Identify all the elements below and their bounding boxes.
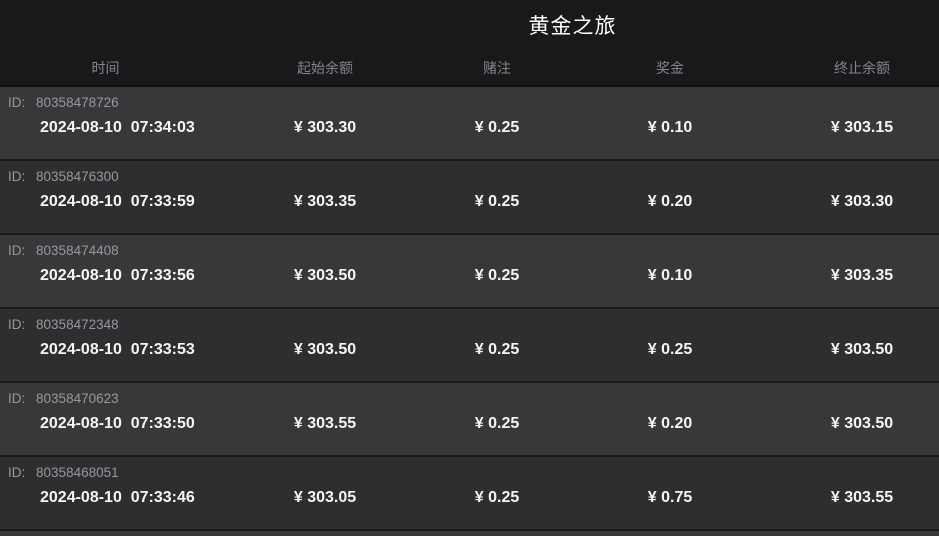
row-id-value: 80358478726 (36, 95, 119, 110)
row-win: ¥ 0.20 (647, 193, 693, 210)
row-time: 2024-08-10 07:33:56 (40, 267, 195, 284)
row-values: 2024-08-10 07:34:03 ¥ 303.30 ¥ 0.25 ¥ 0.… (0, 117, 939, 139)
row-start-balance: ¥ 303.50 (293, 267, 357, 284)
row-id-label: ID: (8, 317, 26, 332)
row-start-balance: ¥ 303.35 (293, 193, 357, 210)
row-start-balance: ¥ 303.55 (293, 415, 357, 432)
row-time: 2024-08-10 07:34:03 (40, 119, 195, 136)
row-values: 2024-08-10 07:33:56 ¥ 303.50 ¥ 0.25 ¥ 0.… (0, 265, 939, 287)
row-id-line: ID: 80358468051 (0, 457, 939, 481)
row-id-label: ID: (8, 465, 26, 480)
row-end-balance: ¥ 303.35 (830, 267, 894, 284)
row-end-balance: ¥ 303.30 (830, 193, 894, 210)
row-id-label: ID: (8, 169, 26, 184)
row-win: ¥ 0.10 (647, 267, 693, 284)
row-id-line: ID: 80358470623 (0, 383, 939, 407)
row-time: 2024-08-10 07:33:46 (40, 489, 195, 506)
row-time: 2024-08-10 07:33:53 (40, 341, 195, 358)
row-bet: ¥ 0.25 (474, 415, 520, 432)
page-title: 黄金之旅 (528, 15, 617, 38)
row-bet: ¥ 0.25 (474, 341, 520, 358)
column-header-win: 奖金 (656, 59, 684, 76)
column-header-start-balance: 起始余额 (297, 59, 353, 76)
row-win: ¥ 0.20 (647, 415, 693, 432)
row-id-value: 80358468051 (36, 465, 119, 480)
row-start-balance: ¥ 303.50 (293, 341, 357, 358)
table-header: 时间 起始余额 赌注 奖金 终止余额 (0, 50, 939, 85)
table-row: ID: 80358478726 2024-08-10 07:34:03 ¥ 30… (0, 85, 939, 159)
row-start-balance: ¥ 303.30 (293, 119, 357, 136)
row-start-balance: ¥ 303.05 (293, 489, 357, 506)
row-id-line: ID: 80358478726 (0, 87, 939, 111)
panel-header: 黄金之旅 时间 起始余额 赌注 奖金 终止余额 (0, 0, 939, 85)
column-header-bet: 赌注 (483, 59, 511, 76)
row-id-label: ID: (8, 243, 26, 258)
title-bar: 黄金之旅 (0, 0, 939, 50)
row-id-value: 80358476300 (36, 169, 119, 184)
row-id-value: 80358474408 (36, 243, 119, 258)
row-id-line: ID: 80358476300 (0, 161, 939, 185)
table-row: ID: 80358470623 2024-08-10 07:33:50 ¥ 30… (0, 381, 939, 455)
row-end-balance: ¥ 303.15 (830, 119, 894, 136)
column-header-end-balance: 终止余额 (834, 59, 890, 76)
table-row: ID: 80358476300 2024-08-10 07:33:59 ¥ 30… (0, 159, 939, 233)
row-id-value: 80358472348 (36, 317, 119, 332)
row-time: 2024-08-10 07:33:59 (40, 193, 195, 210)
row-values: 2024-08-10 07:33:46 ¥ 303.05 ¥ 0.25 ¥ 0.… (0, 487, 939, 509)
row-bet: ¥ 0.25 (474, 193, 520, 210)
partial-next-row (0, 529, 939, 536)
row-bet: ¥ 0.25 (474, 267, 520, 284)
row-values: 2024-08-10 07:33:59 ¥ 303.35 ¥ 0.25 ¥ 0.… (0, 191, 939, 213)
table-row: ID: 80358468051 2024-08-10 07:33:46 ¥ 30… (0, 455, 939, 529)
row-values: 2024-08-10 07:33:50 ¥ 303.55 ¥ 0.25 ¥ 0.… (0, 413, 939, 435)
row-bet: ¥ 0.25 (474, 489, 520, 506)
row-id-label: ID: (8, 95, 26, 110)
row-values: 2024-08-10 07:33:53 ¥ 303.50 ¥ 0.25 ¥ 0.… (0, 339, 939, 361)
row-id-value: 80358470623 (36, 391, 119, 406)
row-end-balance: ¥ 303.55 (830, 489, 894, 506)
row-win: ¥ 0.10 (647, 119, 693, 136)
row-id-line: ID: 80358474408 (0, 235, 939, 259)
table-row: ID: 80358472348 2024-08-10 07:33:53 ¥ 30… (0, 307, 939, 381)
row-win: ¥ 0.75 (647, 489, 693, 506)
row-bet: ¥ 0.25 (474, 119, 520, 136)
row-id-label: ID: (8, 391, 26, 406)
column-header-time: 时间 (91, 59, 120, 76)
table-row: ID: 80358474408 2024-08-10 07:33:56 ¥ 30… (0, 233, 939, 307)
row-end-balance: ¥ 303.50 (830, 341, 894, 358)
history-list[interactable]: ID: 80358478726 2024-08-10 07:34:03 ¥ 30… (0, 85, 939, 536)
row-id-line: ID: 80358472348 (0, 309, 939, 333)
row-time: 2024-08-10 07:33:50 (40, 415, 195, 432)
row-win: ¥ 0.25 (647, 341, 693, 358)
row-end-balance: ¥ 303.50 (830, 415, 894, 432)
